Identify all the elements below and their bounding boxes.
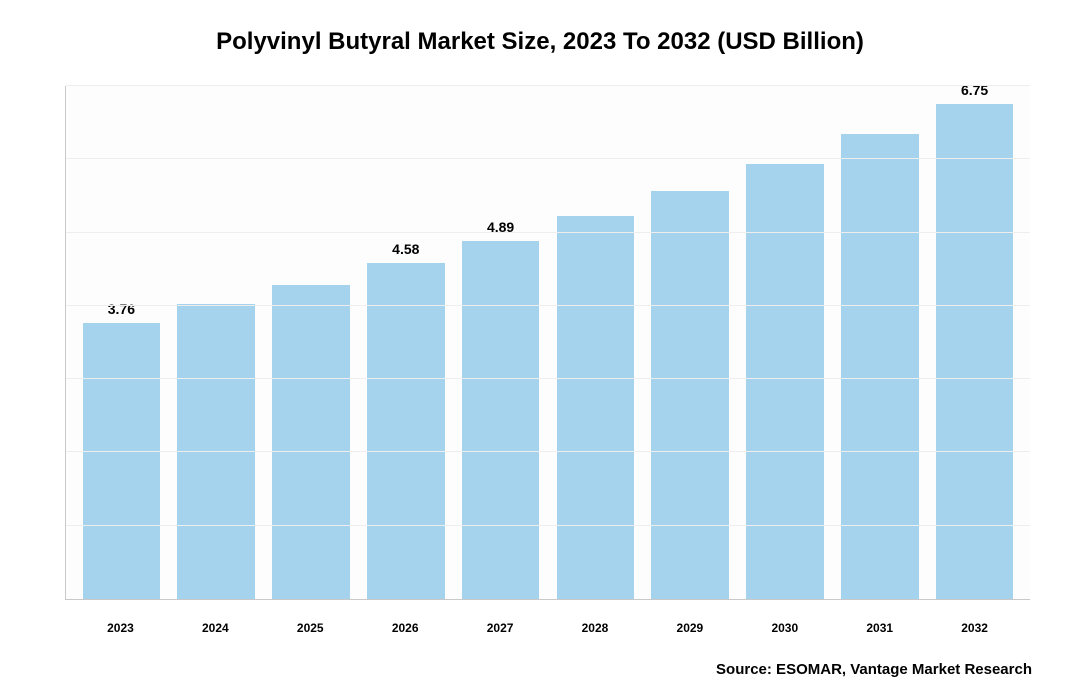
x-axis-label: 2023: [73, 621, 168, 635]
x-axis-label: 2025: [263, 621, 358, 635]
gridline: [66, 378, 1030, 379]
chart-title: Polyvinyl Butyral Market Size, 2023 To 2…: [0, 28, 1080, 56]
bar-slot: [738, 86, 833, 599]
bar-slot: 3.76: [74, 86, 169, 599]
x-axis-label: 2024: [168, 621, 263, 635]
chart-container: 3.764.584.896.75 20232024202520262027202…: [55, 76, 1040, 655]
source-attribution: Source: ESOMAR, Vantage Market Research: [0, 661, 1032, 678]
x-axis-label: 2032: [927, 621, 1022, 635]
bar-slot: [548, 86, 643, 599]
plot-area: 3.76 4.584.89 6.75: [65, 86, 1030, 600]
x-axis-label: 2028: [548, 621, 643, 635]
bar-value-label: 3.76: [74, 301, 169, 317]
x-axis-label: 2029: [642, 621, 737, 635]
x-axis-label: 2031: [832, 621, 927, 635]
bar-slot: [643, 86, 738, 599]
x-axis-label: 2030: [737, 621, 832, 635]
bar: [746, 164, 824, 599]
bar-slot: [264, 86, 359, 599]
gridline: [66, 525, 1030, 526]
x-axis-labels: 2023202420252026202720282029203020312032: [65, 621, 1030, 635]
bar: [557, 216, 635, 599]
bar-slot: 4.58: [358, 86, 453, 599]
bar: [83, 323, 161, 599]
x-axis-label: 2026: [358, 621, 453, 635]
gridline: [66, 232, 1030, 233]
bar-slot: 6.75: [927, 86, 1022, 599]
bar-slot: [832, 86, 927, 599]
bar: [272, 285, 350, 599]
bar-slot: 4.89: [453, 86, 548, 599]
gridline: [66, 85, 1030, 86]
bar: [462, 241, 540, 599]
gridline: [66, 451, 1030, 452]
bar-slot: [169, 86, 264, 599]
bars-container: 3.76 4.584.89 6.75: [66, 86, 1030, 599]
gridline: [66, 305, 1030, 306]
x-axis-label: 2027: [453, 621, 548, 635]
bar: [651, 191, 729, 599]
bar: [841, 134, 919, 599]
bar-value-label: 4.58: [358, 241, 453, 257]
gridline: [66, 158, 1030, 159]
bar: [367, 263, 445, 599]
